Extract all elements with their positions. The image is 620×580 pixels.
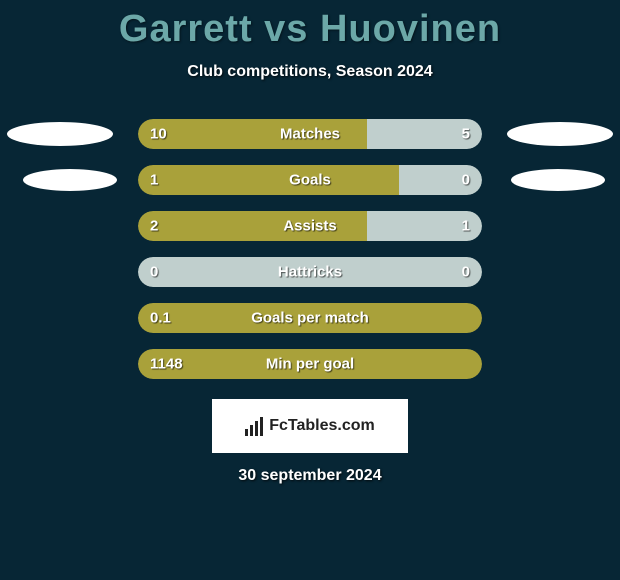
stat-value-right: 0 <box>462 172 470 189</box>
player-left-marker <box>7 122 113 146</box>
stat-value-left: 0 <box>150 264 158 281</box>
stat-bar-track: Goals 1 0 <box>138 165 482 195</box>
stat-row: Goals 1 0 <box>0 165 620 195</box>
stat-value-left: 0.1 <box>150 310 171 327</box>
player-right-marker <box>511 169 605 191</box>
stat-value-right: 1 <box>462 218 470 235</box>
stat-bar-track: Goals per match 0.1 <box>138 303 482 333</box>
logo-bars-icon <box>245 417 263 436</box>
stat-row: Hattricks 0 0 <box>0 257 620 287</box>
player-right-marker <box>507 122 613 146</box>
snapshot-date: 30 september 2024 <box>0 467 620 485</box>
stat-bar-track: Min per goal 1148 <box>138 349 482 379</box>
stat-value-left: 2 <box>150 218 158 235</box>
stat-bar-track: Hattricks 0 0 <box>138 257 482 287</box>
stat-label: Goals <box>289 172 331 189</box>
logo-bar-segment <box>245 429 248 436</box>
fctables-logo: FcTables.com <box>212 399 408 453</box>
stat-value-left: 1148 <box>150 356 183 373</box>
stat-row: Min per goal 1148 <box>0 349 620 379</box>
stat-bar-left <box>138 165 399 195</box>
stat-label: Hattricks <box>278 264 342 281</box>
stat-value-left: 1 <box>150 172 158 189</box>
comparison-subtitle: Club competitions, Season 2024 <box>0 63 620 81</box>
stat-label: Assists <box>283 218 336 235</box>
stat-label: Goals per match <box>251 310 369 327</box>
logo-text: FcTables.com <box>269 417 375 435</box>
logo-bar-segment <box>255 421 258 436</box>
stat-value-right: 5 <box>462 126 470 143</box>
stat-bar-track: Assists 2 1 <box>138 211 482 241</box>
stat-row: Assists 2 1 <box>0 211 620 241</box>
stat-label: Matches <box>280 126 340 143</box>
player-left-marker <box>23 169 117 191</box>
stat-label: Min per goal <box>266 356 354 373</box>
stats-chart: Matches105Goals10Assists21Hattricks00Goa… <box>0 119 620 379</box>
fctables-logo-content: FcTables.com <box>245 417 375 436</box>
stat-row: Goals per match 0.1 <box>0 303 620 333</box>
logo-bar-segment <box>260 417 263 436</box>
logo-bar-segment <box>250 425 253 436</box>
stat-value-left: 10 <box>150 126 167 143</box>
comparison-title: Garrett vs Huovinen <box>0 0 620 51</box>
stat-value-right: 0 <box>462 264 470 281</box>
stat-bar-track: Matches 10 5 <box>138 119 482 149</box>
stat-row: Matches 10 5 <box>0 119 620 149</box>
